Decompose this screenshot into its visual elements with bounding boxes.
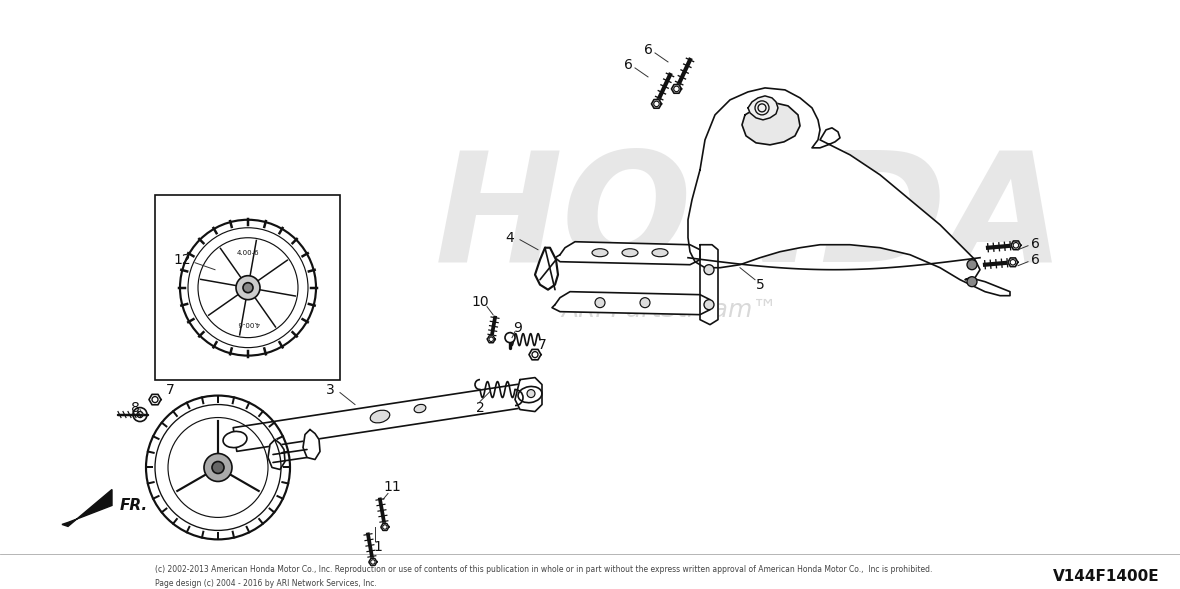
Text: FR.: FR. <box>120 498 149 513</box>
Circle shape <box>212 462 224 474</box>
Polygon shape <box>535 248 558 290</box>
Text: ARI PartStream™: ARI PartStream™ <box>562 297 778 322</box>
Polygon shape <box>514 378 542 412</box>
Text: 6: 6 <box>1030 253 1040 267</box>
Polygon shape <box>529 349 540 360</box>
Text: 8: 8 <box>131 401 139 415</box>
Text: 7: 7 <box>538 337 546 352</box>
Polygon shape <box>651 100 662 108</box>
Circle shape <box>595 297 605 307</box>
Ellipse shape <box>653 249 668 257</box>
Polygon shape <box>63 489 112 527</box>
Circle shape <box>527 389 535 398</box>
Polygon shape <box>748 96 778 120</box>
Polygon shape <box>700 245 717 325</box>
Circle shape <box>966 260 977 270</box>
Polygon shape <box>149 395 160 405</box>
Ellipse shape <box>223 431 247 448</box>
Ellipse shape <box>592 249 608 257</box>
Polygon shape <box>381 524 389 531</box>
Text: 11: 11 <box>384 481 401 494</box>
Polygon shape <box>552 292 710 315</box>
Text: 4.00-6: 4.00-6 <box>237 250 260 256</box>
Polygon shape <box>555 241 700 264</box>
Circle shape <box>704 264 714 274</box>
Ellipse shape <box>414 405 426 413</box>
Text: 10: 10 <box>471 294 489 309</box>
Text: 12: 12 <box>173 253 191 267</box>
Circle shape <box>236 276 260 300</box>
Polygon shape <box>303 429 320 459</box>
Ellipse shape <box>371 410 389 423</box>
Text: 9: 9 <box>513 320 523 335</box>
Text: 6: 6 <box>623 58 632 72</box>
Text: 4.00-6: 4.00-6 <box>237 320 260 326</box>
Polygon shape <box>1011 241 1021 250</box>
Polygon shape <box>671 85 682 93</box>
Circle shape <box>204 454 232 481</box>
Text: 2: 2 <box>476 401 484 415</box>
Circle shape <box>640 297 650 307</box>
Text: 5: 5 <box>755 277 765 292</box>
Circle shape <box>966 277 977 287</box>
Bar <box>155 195 340 379</box>
Text: Page design (c) 2004 - 2016 by ARI Network Services, Inc.: Page design (c) 2004 - 2016 by ARI Netwo… <box>155 579 376 588</box>
Polygon shape <box>742 103 800 145</box>
Text: HONDA: HONDA <box>434 145 1066 294</box>
Text: 1: 1 <box>374 540 382 554</box>
Ellipse shape <box>518 386 542 403</box>
Text: 6: 6 <box>1030 237 1040 251</box>
Text: 7: 7 <box>165 383 175 396</box>
Polygon shape <box>487 336 496 343</box>
Ellipse shape <box>622 249 638 257</box>
Circle shape <box>133 408 148 422</box>
Polygon shape <box>1008 258 1018 267</box>
Circle shape <box>505 333 514 343</box>
Text: 3: 3 <box>326 383 334 396</box>
Polygon shape <box>688 88 1010 296</box>
Circle shape <box>704 300 714 310</box>
Polygon shape <box>234 383 532 451</box>
Polygon shape <box>268 439 286 469</box>
Circle shape <box>243 283 253 293</box>
Text: (c) 2002-2013 American Honda Motor Co., Inc. Reproduction or use of contents of : (c) 2002-2013 American Honda Motor Co., … <box>155 565 932 574</box>
Text: V144F1400E: V144F1400E <box>1054 569 1160 584</box>
Polygon shape <box>369 558 376 565</box>
Text: 4: 4 <box>505 231 514 245</box>
Text: 6: 6 <box>643 43 653 57</box>
